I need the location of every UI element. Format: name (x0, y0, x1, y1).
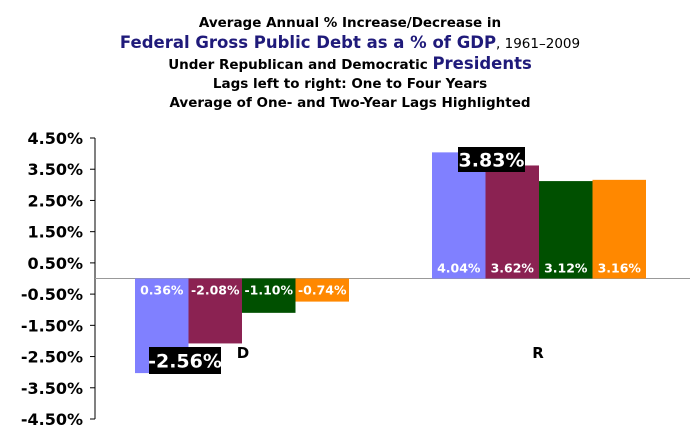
category-label: D (237, 344, 249, 362)
bar (539, 181, 593, 279)
title-line-2: Federal Gross Public Debt as a % of GDP,… (0, 33, 700, 54)
title-line-1: Average Annual % Increase/Decrease in (198, 15, 502, 31)
bar-value-label: 3.62% (491, 261, 535, 276)
y-tick-label: -0.50% (21, 285, 83, 304)
y-tick-label: -1.50% (21, 316, 83, 335)
bar-value-label: 4.04% (437, 261, 481, 276)
y-tick-label: 4.50% (27, 129, 83, 148)
title-line-4: Lags left to right: One to Four Years (212, 76, 488, 92)
title-emphasis-presidents: Presidents (432, 54, 532, 73)
bar-value-label: 3.12% (544, 261, 588, 276)
y-tick-label: 3.50% (27, 160, 83, 179)
chart-title: Average Annual % Increase/Decrease in Fe… (0, 14, 700, 113)
title-line-5: Average of One- and Two-Year Lags Highli… (169, 95, 531, 111)
bar (592, 179, 646, 279)
bar-value-label: 3.16% (598, 261, 642, 276)
highlight-label: -2.56% (148, 351, 222, 373)
title-years: , 1961–2009 (496, 36, 581, 52)
bar (242, 278, 296, 313)
y-tick-label: 2.50% (27, 191, 83, 210)
y-tick-label: -4.50% (21, 410, 83, 429)
bar-value-label: 0.36% (140, 283, 184, 298)
bar-value-label: -0.74% (298, 283, 347, 298)
highlight-label: 3.83% (459, 150, 525, 172)
title-under: Under Republican and Democratic (168, 57, 433, 73)
y-tick-label: -2.50% (21, 348, 83, 367)
bar (188, 278, 242, 344)
y-tick-label: -3.50% (21, 379, 83, 398)
highlight-box (458, 147, 525, 172)
y-tick-label: 1.50% (27, 223, 83, 242)
highlight-box (149, 347, 221, 374)
bar (485, 165, 539, 279)
y-tick-label: 0.50% (27, 254, 83, 273)
title-line-3: Under Republican and Democratic Presiden… (0, 54, 700, 75)
bar-value-label: -1.10% (244, 283, 293, 298)
bar-value-label: -2.08% (191, 283, 240, 298)
title-emphasis-debt: Federal Gross Public Debt as a % of GDP (119, 33, 497, 52)
bar (295, 278, 349, 302)
category-label: R (532, 344, 544, 362)
bar (432, 152, 486, 279)
